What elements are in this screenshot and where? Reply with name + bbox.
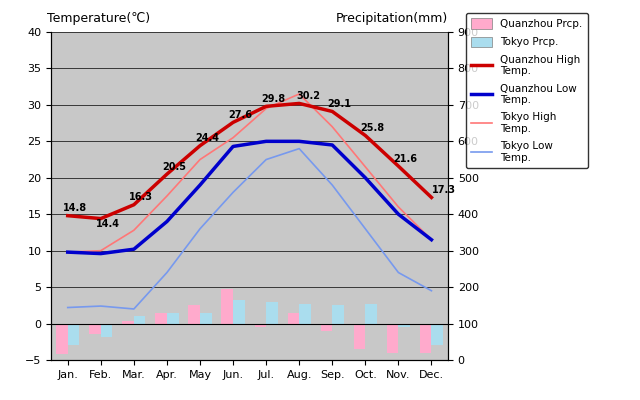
Bar	[332, 305, 344, 324]
Text: 16.3: 16.3	[129, 192, 153, 202]
Text: 14.4: 14.4	[96, 219, 120, 229]
Bar	[122, 321, 134, 324]
Bar	[89, 324, 101, 334]
Bar	[354, 324, 365, 349]
Text: Temperature(℃): Temperature(℃)	[47, 12, 150, 26]
Legend: Quanzhou Prcp., Tokyo Prcp., Quanzhou High
Temp., Quanzhou Low
Temp., Tokyo High: Quanzhou Prcp., Tokyo Prcp., Quanzhou Hi…	[466, 13, 588, 168]
Text: Precipitation(mm): Precipitation(mm)	[336, 12, 448, 26]
Bar	[134, 316, 145, 324]
Text: 25.8: 25.8	[360, 123, 385, 133]
Bar	[167, 313, 179, 324]
Bar	[233, 300, 244, 324]
Text: 27.6: 27.6	[228, 110, 252, 120]
Bar	[68, 324, 79, 346]
Bar	[399, 324, 410, 327]
Text: 30.2: 30.2	[296, 91, 320, 101]
Bar	[255, 324, 266, 327]
Bar	[387, 324, 398, 353]
Bar	[431, 324, 443, 346]
Bar	[266, 302, 278, 324]
Text: 24.4: 24.4	[195, 133, 219, 143]
Bar	[321, 324, 332, 331]
Bar	[221, 288, 233, 324]
Bar	[365, 304, 377, 324]
Bar	[300, 304, 311, 324]
Text: 20.5: 20.5	[162, 162, 186, 172]
Bar	[156, 313, 167, 324]
Bar	[200, 313, 212, 324]
Text: 21.6: 21.6	[394, 154, 417, 164]
Bar	[56, 324, 68, 354]
Text: 29.1: 29.1	[327, 99, 351, 109]
Text: 29.8: 29.8	[261, 94, 285, 104]
Bar	[188, 305, 200, 324]
Bar	[287, 313, 300, 324]
Text: 17.3: 17.3	[431, 185, 456, 195]
Bar	[101, 324, 113, 337]
Bar	[420, 324, 431, 353]
Text: 14.8: 14.8	[63, 203, 87, 213]
